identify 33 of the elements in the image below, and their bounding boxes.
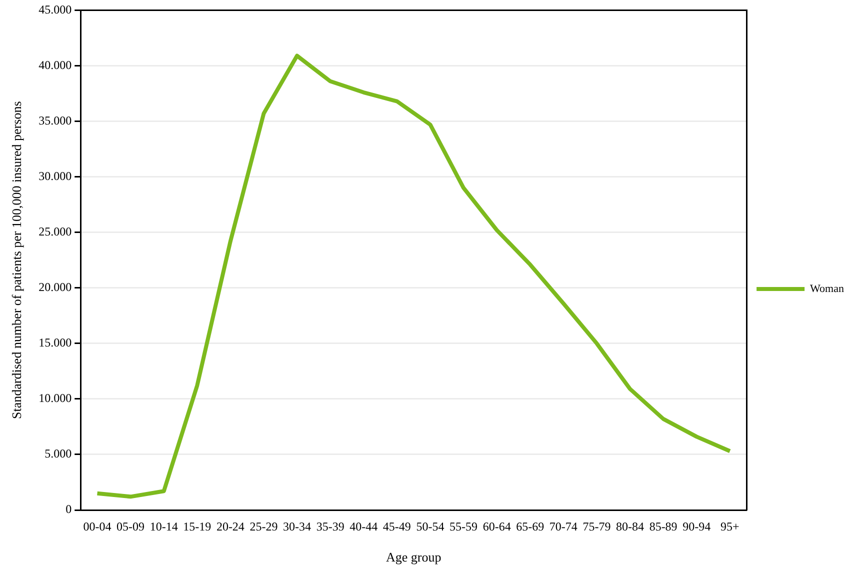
x-tick-label: 45-49 xyxy=(382,519,411,534)
x-tick-label: 40-44 xyxy=(350,519,378,534)
x-tick-label: 90-94 xyxy=(682,519,711,534)
x-tick-label: 10-14 xyxy=(150,519,178,534)
y-tick-label: 10.000 xyxy=(38,391,72,406)
x-axis-title: Age group xyxy=(386,550,442,565)
x-tick-label: 00-04 xyxy=(83,519,112,534)
x-tick-label: 85-89 xyxy=(649,519,678,534)
y-tick-label: 30.000 xyxy=(38,168,72,183)
x-tick-label: 05-09 xyxy=(116,519,145,534)
y-tick-label: 40.000 xyxy=(38,58,72,72)
y-tick-label: 15.000 xyxy=(38,336,72,350)
x-tick-label: 95+ xyxy=(720,519,740,534)
x-tick-label: 15-19 xyxy=(183,519,212,534)
x-tick-label: 25-29 xyxy=(250,519,278,534)
x-tick-label: 55-59 xyxy=(450,519,478,534)
y-tick-label: 25.000 xyxy=(38,224,72,238)
x-tick-label: 50-54 xyxy=(416,519,444,534)
y-axis-title: Standardised number of patients per 100,000 insured persons xyxy=(9,101,24,419)
y-tick-label: 5.000 xyxy=(44,446,72,461)
y-tick-label: 0 xyxy=(66,502,72,516)
x-tick-label: 65-69 xyxy=(516,519,544,534)
x-tick-label: 30-34 xyxy=(283,519,312,534)
x-tick-label: 35-39 xyxy=(316,519,344,534)
x-tick-label: 70-74 xyxy=(549,519,578,534)
x-tick-label: 75-79 xyxy=(582,519,611,534)
y-tick-label: 20.000 xyxy=(38,280,72,294)
legend-label: Woman xyxy=(810,282,844,295)
y-tick-label: 45.000 xyxy=(38,2,72,16)
x-tick-label: 60-64 xyxy=(482,519,511,534)
x-tick-label: 80-84 xyxy=(616,519,644,534)
y-tick-label: 35.000 xyxy=(38,113,72,128)
x-tick-label: 20-24 xyxy=(216,519,244,534)
